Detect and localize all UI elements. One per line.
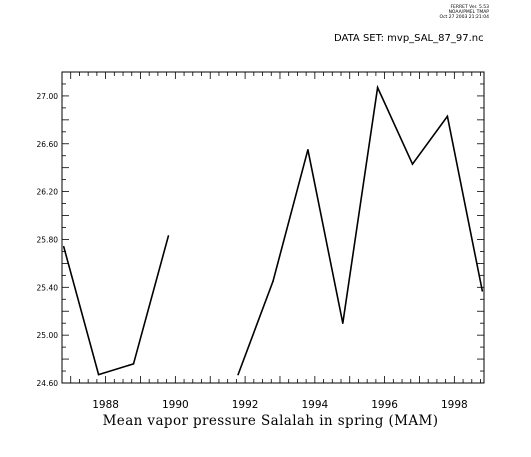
data-point xyxy=(272,280,274,283)
data-point xyxy=(167,235,170,237)
y-tick-label: 25.80 xyxy=(37,235,59,244)
x-tick-label: 1990 xyxy=(162,399,189,411)
y-tick-label: 26.60 xyxy=(37,140,59,149)
data-point xyxy=(132,363,135,365)
data-point xyxy=(446,115,449,118)
data-point xyxy=(341,322,344,324)
data-point xyxy=(481,290,484,292)
x-axis-label: Mean vapor pressure Salalah in spring (M… xyxy=(102,413,439,429)
y-tick-label: 25.00 xyxy=(37,331,59,340)
data-point xyxy=(376,86,379,89)
y-tick-label: 24.60 xyxy=(37,379,59,388)
x-tick-label: 1988 xyxy=(92,399,119,411)
x-tick-label: 1998 xyxy=(441,399,468,411)
x-tick-label: 1996 xyxy=(371,399,398,411)
series-line xyxy=(237,84,484,375)
ferret-stamp: FERRET Ver. 5.53 NOAA/PMEL TMAP Oct 27 2… xyxy=(440,5,489,20)
plot-frame xyxy=(61,71,485,384)
chart-axes: 1988 1990 1992 1994 1996 1998 24.60 25.00 25.40 2… xyxy=(37,71,485,411)
data-point xyxy=(411,163,414,165)
y-tick-label: 26.20 xyxy=(37,188,59,197)
stamp-line: FERRET Ver. 5.53 xyxy=(450,5,489,10)
data-point xyxy=(62,245,65,248)
y-tick-label: 25.40 xyxy=(37,283,59,292)
dataset-label: DATA SET: mvp_SAL_87_97.nc xyxy=(334,33,484,44)
data-point xyxy=(97,373,100,376)
series-line xyxy=(62,235,170,376)
x-tick-label: 1992 xyxy=(232,399,259,411)
y-tick-label: 27.00 xyxy=(37,92,59,101)
stamp-line: NOAA/PMEL TMAP xyxy=(448,10,489,15)
chart-series xyxy=(62,84,484,376)
stamp-line: Oct 27 2003 21:21:04 xyxy=(439,15,489,20)
data-point xyxy=(307,148,309,151)
data-point xyxy=(237,373,239,376)
x-tick-label: 1994 xyxy=(301,399,328,411)
